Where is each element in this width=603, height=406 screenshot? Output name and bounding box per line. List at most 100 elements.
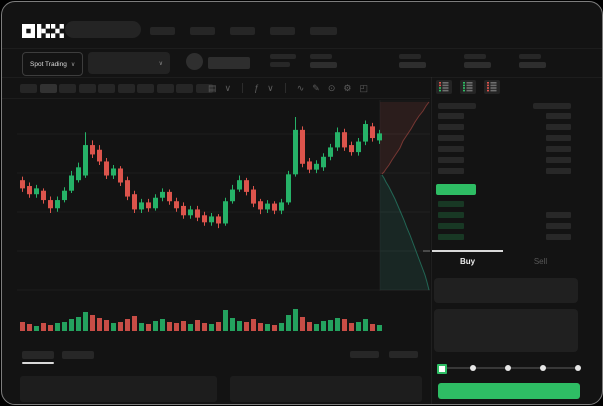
ask-row[interactable]: [432, 121, 578, 132]
interval-button[interactable]: [156, 84, 174, 93]
slider-handle[interactable]: [437, 364, 447, 374]
orderbook-asks-icon[interactable]: [484, 80, 500, 94]
interval-button[interactable]: [59, 84, 76, 93]
price-col-header: [438, 103, 476, 109]
chevron-down-icon[interactable]: ∨: [267, 83, 274, 93]
slider-stop[interactable]: [575, 365, 581, 371]
price-marker: [423, 250, 430, 252]
chart-bottom-buttons: [350, 351, 418, 358]
tab-sell[interactable]: Sell: [533, 257, 548, 266]
trade-tabs: Buy Sell: [432, 250, 578, 270]
bid-price-placeholder: [438, 200, 464, 207]
ask-row[interactable]: [432, 110, 578, 121]
buy-submit-button[interactable]: [438, 383, 580, 399]
amount-field[interactable]: [434, 309, 578, 352]
slider-stop[interactable]: [470, 365, 476, 371]
interval-button[interactable]: [78, 84, 96, 93]
last-price-badge[interactable]: [436, 184, 476, 195]
stat-label-placeholder: [519, 54, 541, 59]
interval-button[interactable]: [20, 84, 37, 93]
nav-item[interactable]: [230, 27, 255, 35]
ask-price-placeholder: [438, 156, 464, 163]
orderbook-view-toggles: [436, 80, 500, 94]
depth-overlay: [379, 100, 430, 291]
market-type-label: Spot Trading: [30, 60, 67, 68]
line-type-icon[interactable]: ∿: [296, 83, 305, 93]
chevron-down-icon: ∨: [158, 60, 163, 67]
bid-row[interactable]: [432, 198, 578, 209]
interval-button[interactable]: [176, 84, 193, 93]
interval-button[interactable]: [117, 84, 135, 93]
chart-action-button[interactable]: [350, 351, 379, 358]
bid-price-placeholder: [438, 233, 464, 240]
chart-toolbar-icons: ▤ ∨ ƒ ∨ ∿ ✎ ⊙ ⚙ ◰: [208, 81, 368, 95]
interval-button[interactable]: [195, 84, 213, 93]
candles: [20, 117, 382, 229]
ask-amount-placeholder: [546, 112, 571, 119]
slider-stop[interactable]: [540, 365, 546, 371]
chart-tab[interactable]: [22, 351, 54, 359]
ask-amount-placeholder: [546, 134, 571, 141]
bid-price-placeholder: [438, 222, 464, 229]
chart-tab[interactable]: [62, 351, 94, 359]
chart-action-button[interactable]: [389, 351, 418, 358]
nav-item[interactable]: [310, 27, 337, 35]
bid-row[interactable]: [432, 209, 578, 220]
market-type-dropdown[interactable]: Spot Trading ∨: [22, 52, 84, 76]
top-nav-bar: [2, 2, 602, 48]
chevron-down-icon: ∨: [70, 61, 76, 68]
stat-value-placeholder: [519, 62, 546, 68]
change-placeholder: [270, 62, 290, 67]
candle-style-icon[interactable]: ▤: [208, 83, 217, 93]
stat-label-placeholder: [464, 54, 486, 59]
orderbook-both-icon[interactable]: [436, 80, 452, 94]
divider: [2, 98, 430, 99]
draw-icon[interactable]: ✎: [312, 83, 320, 93]
nav-item[interactable]: [190, 27, 215, 35]
pair-name-placeholder: [208, 57, 250, 69]
price-field[interactable]: [434, 278, 578, 303]
chevron-down-icon[interactable]: ∨: [224, 83, 232, 93]
camera-icon[interactable]: ⊙: [327, 83, 336, 93]
depth-bids-area: [380, 175, 429, 290]
chart-bottom-tabs: [22, 351, 94, 359]
ask-amount-placeholder: [546, 145, 571, 152]
indicators-icon[interactable]: ƒ: [254, 83, 260, 93]
search-input[interactable]: [65, 21, 141, 38]
okx-logo[interactable]: [22, 23, 64, 39]
ask-row[interactable]: [432, 154, 578, 165]
ask-row[interactable]: [432, 143, 578, 154]
ask-price-placeholder: [438, 145, 464, 152]
ask-price-placeholder: [438, 134, 464, 141]
amount-slider[interactable]: [437, 362, 581, 376]
bid-amount-placeholder: [546, 233, 571, 240]
nav-item[interactable]: [150, 27, 175, 35]
bid-row[interactable]: [432, 220, 578, 231]
candlestick-chart[interactable]: [17, 98, 430, 348]
orders-row-placeholder: [20, 376, 217, 402]
ask-row[interactable]: [432, 132, 578, 143]
interval-button[interactable]: [39, 84, 57, 93]
interval-button[interactable]: [137, 84, 154, 93]
slider-stop[interactable]: [505, 365, 511, 371]
ask-amount-placeholder: [546, 123, 571, 130]
separator: [284, 83, 286, 93]
pair-select[interactable]: ∨: [88, 52, 170, 74]
bid-amount-placeholder: [546, 211, 571, 218]
active-tab-underline: [22, 362, 54, 364]
interval-button[interactable]: [98, 84, 115, 93]
orderbook-bids-icon[interactable]: [460, 80, 476, 94]
fullscreen-icon[interactable]: ◰: [359, 83, 368, 93]
divider: [2, 48, 602, 49]
stat-value-placeholder: [464, 62, 491, 68]
settings-icon[interactable]: ⚙: [343, 83, 352, 93]
ask-row[interactable]: [432, 165, 578, 176]
stat-label-placeholder: [399, 54, 421, 59]
nav-item[interactable]: [270, 27, 295, 35]
bid-row[interactable]: [432, 231, 578, 242]
tab-buy[interactable]: Buy: [459, 257, 476, 266]
divider: [2, 77, 602, 78]
ask-amount-placeholder: [546, 167, 571, 174]
orders-row-placeholder: [230, 376, 422, 402]
